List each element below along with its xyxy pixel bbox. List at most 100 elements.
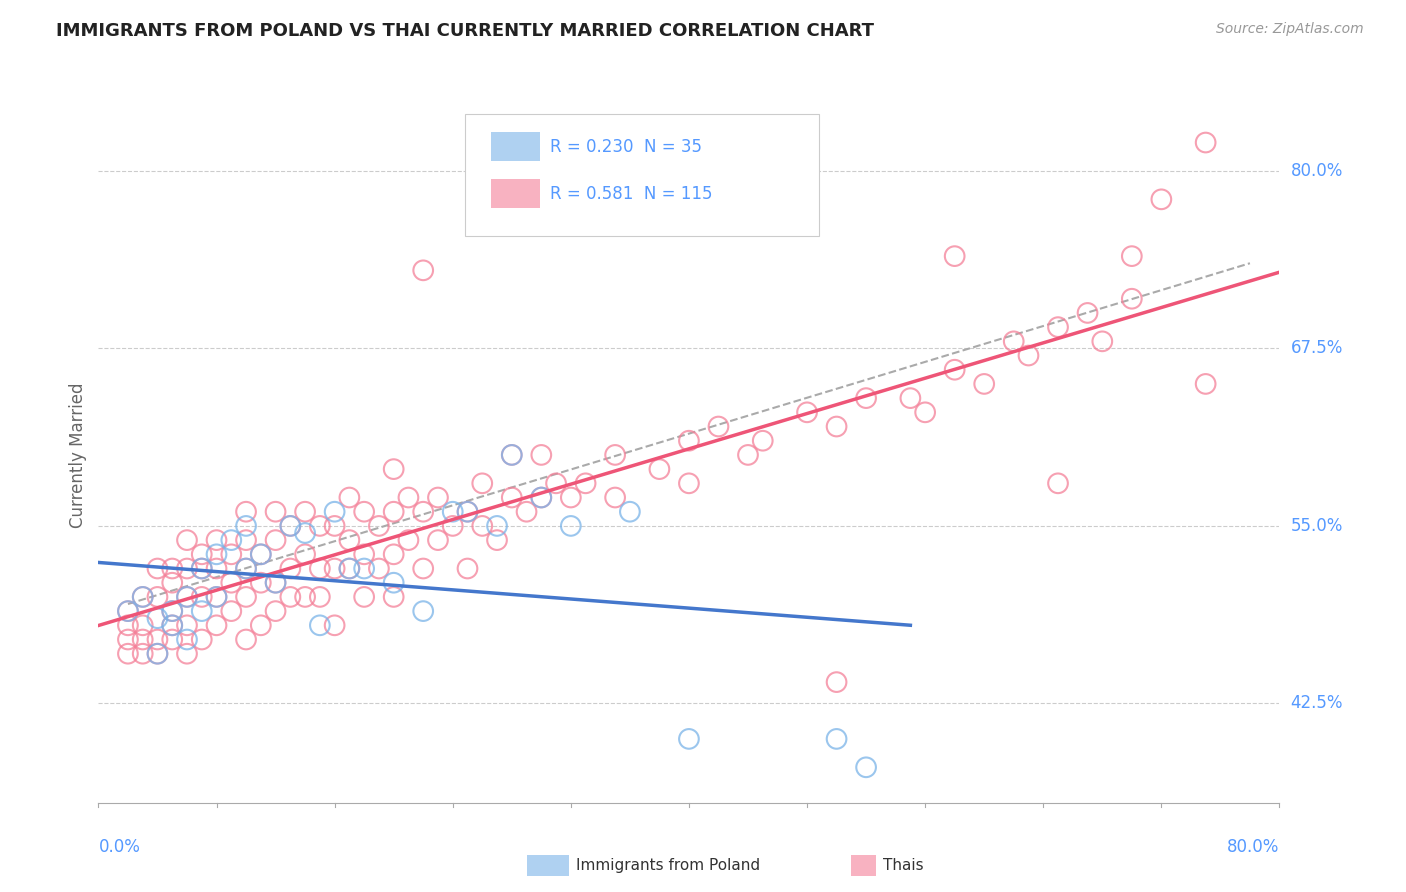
Point [427,491,450,505]
Point [176,632,198,647]
Point [501,491,523,505]
Point [278,590,302,604]
Point [737,448,759,462]
Point [132,647,155,661]
Point [176,590,198,604]
Point [176,647,198,661]
Point [176,561,198,575]
Point [132,590,155,604]
Point [337,491,360,505]
Point [353,547,375,561]
Point [973,376,995,391]
Text: 80.0%: 80.0% [1227,838,1279,856]
Point [294,505,316,519]
Point [1195,376,1218,391]
Point [456,505,478,519]
Point [191,632,214,647]
Point [250,575,273,590]
Point [560,491,582,505]
Point [146,561,169,575]
Point [235,561,257,575]
Point [1046,476,1069,491]
Point [191,561,214,575]
Point [368,519,391,533]
Point [323,561,346,575]
Point [353,505,375,519]
Point [456,561,478,575]
Point [219,533,242,548]
Point [337,561,360,575]
Point [278,519,302,533]
Point [205,533,228,548]
Point [205,547,228,561]
Point [323,505,346,519]
Point [825,419,848,434]
Point [825,675,848,690]
Point [412,561,434,575]
Point [235,561,257,575]
Point [176,590,198,604]
Point [205,561,228,575]
Point [382,462,405,476]
Point [219,604,242,618]
Point [146,647,169,661]
Point [1150,192,1173,206]
Point [162,561,183,575]
Point [382,590,405,604]
Point [427,533,450,548]
Point [943,362,966,376]
Point [501,448,523,462]
FancyBboxPatch shape [491,178,540,208]
Point [191,561,214,575]
Point [132,618,155,632]
Point [235,519,257,533]
Point [264,533,287,548]
Point [707,419,730,434]
Point [471,519,494,533]
Point [264,575,287,590]
Text: 80.0%: 80.0% [1291,162,1343,180]
Point [132,632,155,647]
Point [191,590,214,604]
Point [855,391,877,405]
Point [751,434,773,448]
Point [1077,306,1099,320]
Point [117,604,139,618]
Point [560,519,582,533]
Point [471,476,494,491]
Point [1121,249,1143,263]
Point [900,391,922,405]
Text: R = 0.230  N = 35: R = 0.230 N = 35 [550,137,702,156]
Point [544,476,567,491]
Point [605,491,627,505]
Point [678,731,700,746]
Point [368,561,391,575]
Point [382,547,405,561]
Point [132,590,155,604]
Point [264,575,287,590]
Point [825,731,848,746]
Point [278,519,302,533]
Point [162,632,183,647]
Point [294,526,316,541]
Point [1017,349,1039,363]
Point [250,618,273,632]
Point [250,547,273,561]
Point [294,590,316,604]
Point [943,249,966,263]
Point [117,604,139,618]
Point [1046,320,1069,334]
Text: IMMIGRANTS FROM POLAND VS THAI CURRENTLY MARRIED CORRELATION CHART: IMMIGRANTS FROM POLAND VS THAI CURRENTLY… [56,22,875,40]
Point [176,618,198,632]
Point [396,491,419,505]
Point [1195,136,1218,150]
Point [914,405,936,419]
Point [515,505,537,519]
Text: Immigrants from Poland: Immigrants from Poland [576,858,761,872]
Point [146,647,169,661]
Text: 67.5%: 67.5% [1291,340,1343,358]
Point [146,632,169,647]
Point [162,575,183,590]
Point [235,632,257,647]
Point [1002,334,1025,349]
